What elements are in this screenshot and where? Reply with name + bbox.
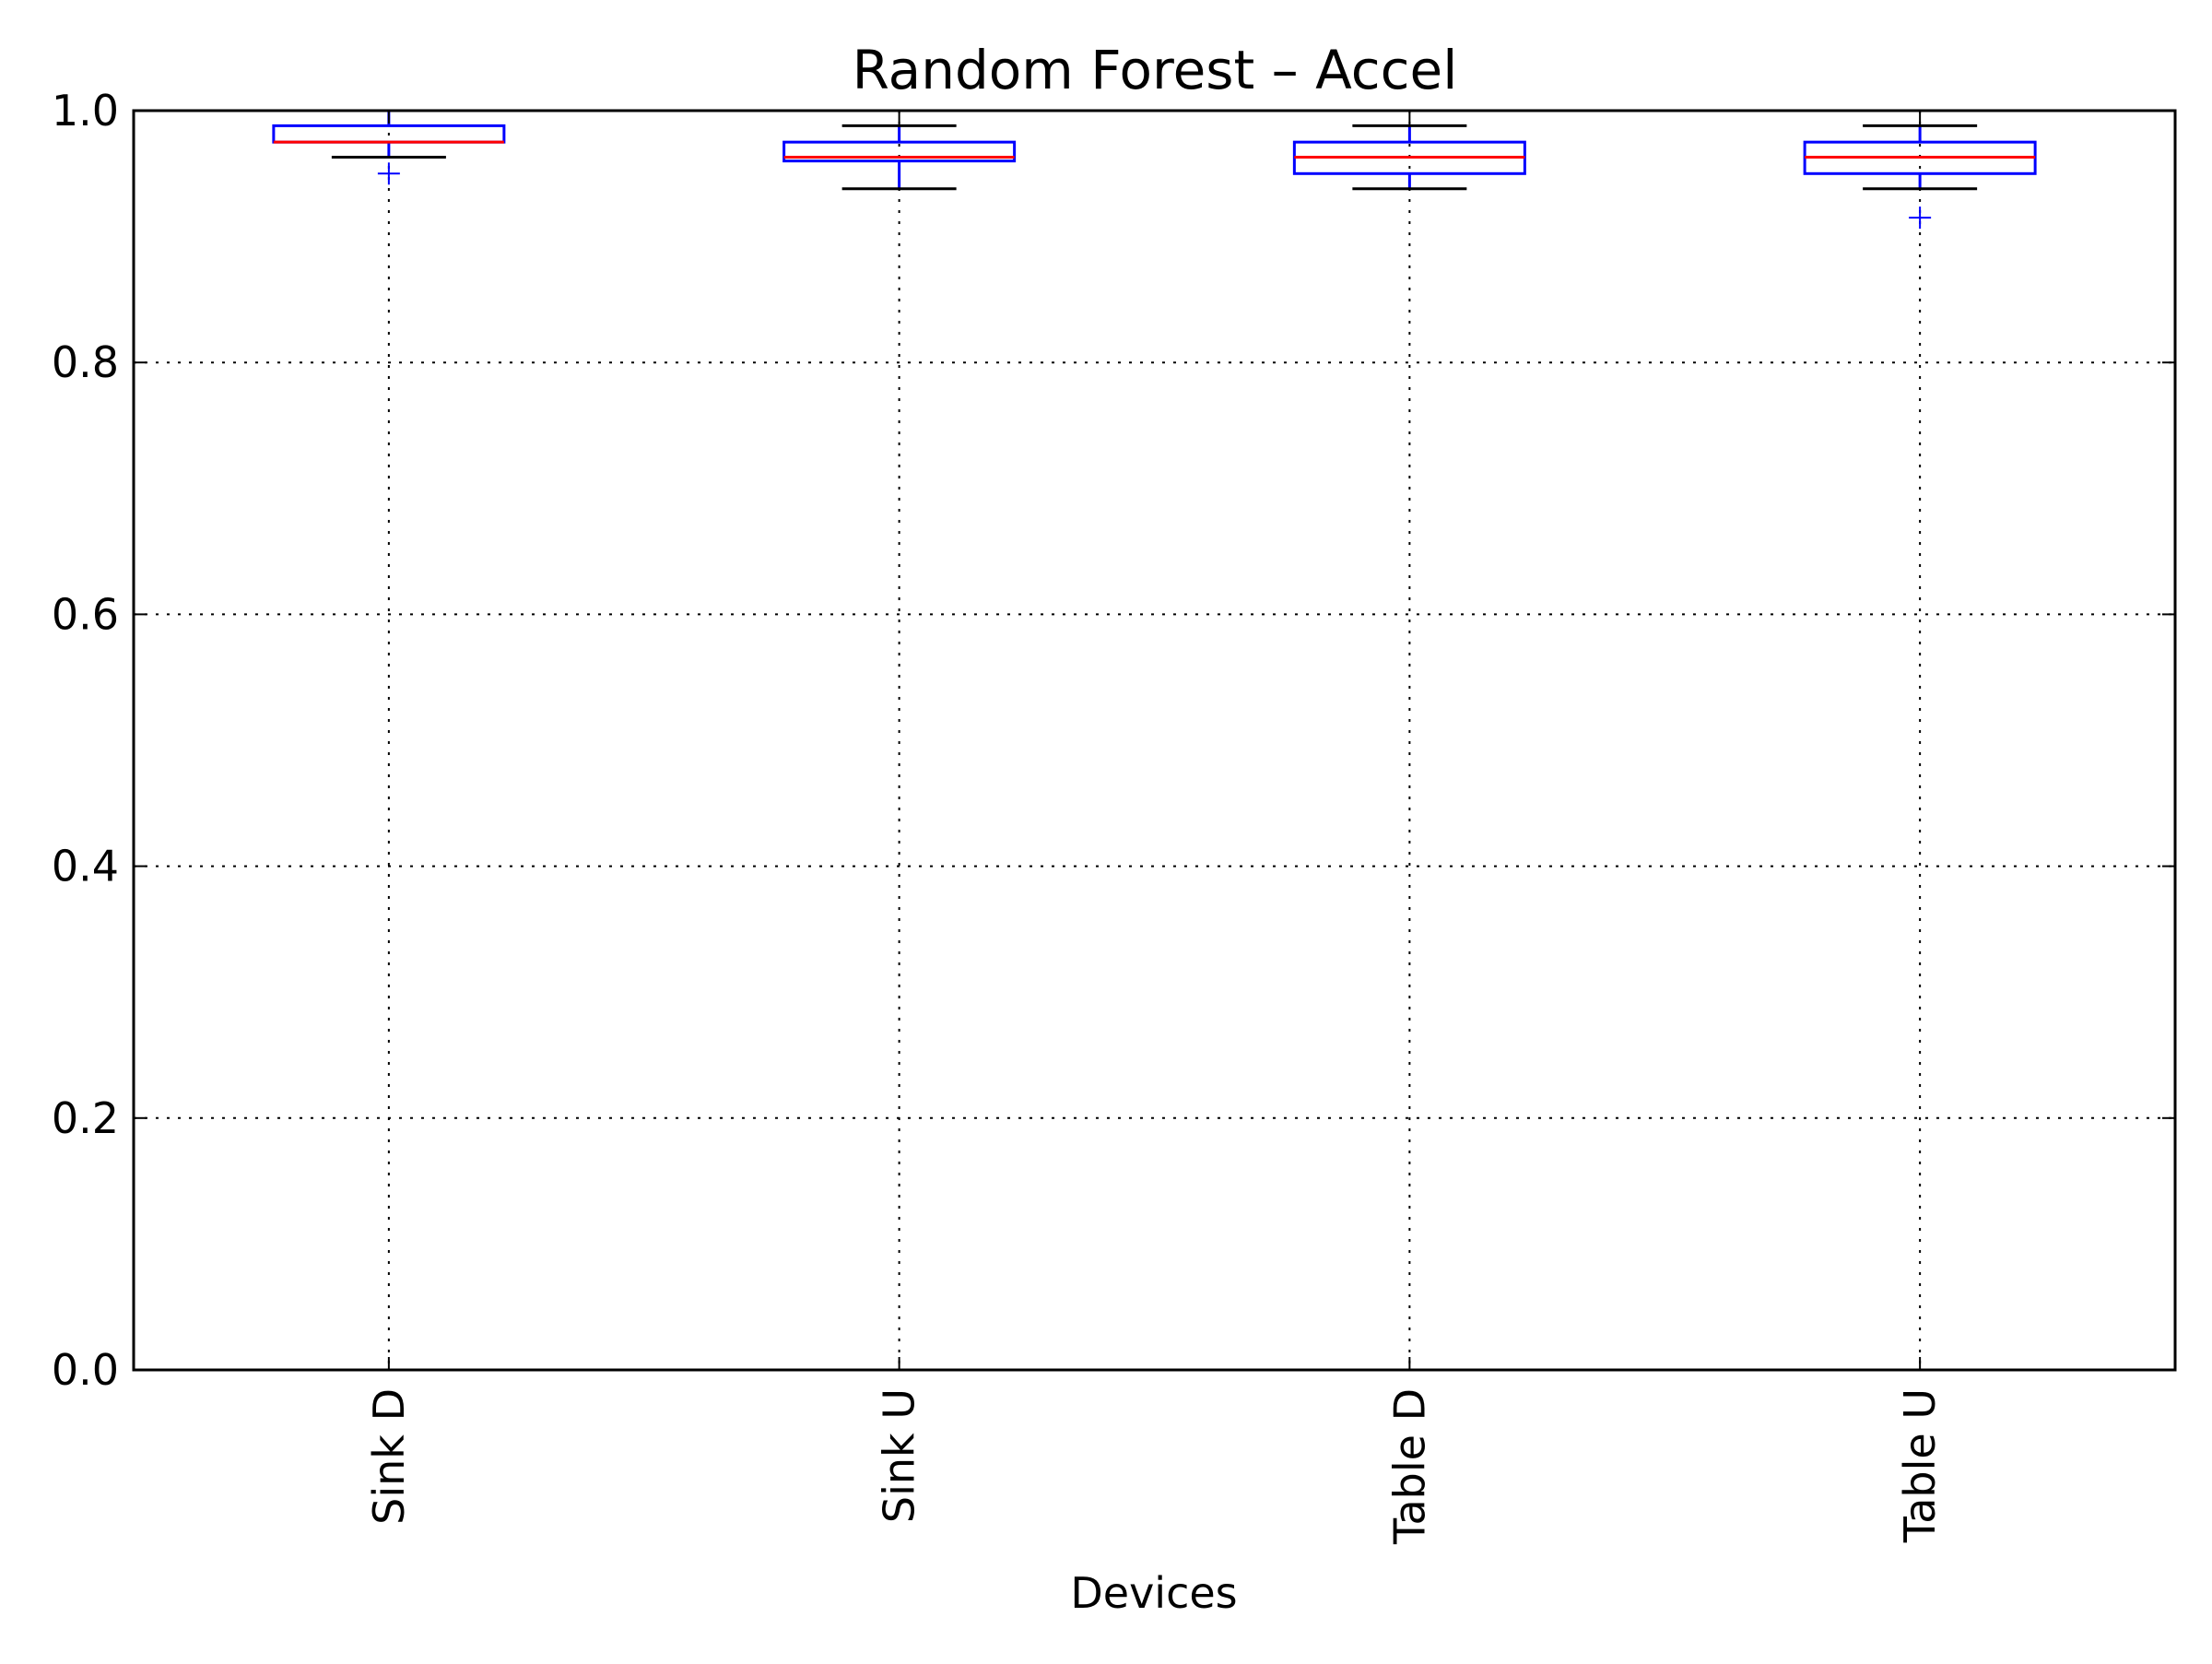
x-tick-label: Sink D (364, 1388, 414, 1525)
y-tick-label: 0.4 (52, 842, 119, 891)
tick-layer: 0.0 0.2 0.4 0.6 0.8 1.0 Sink D Sink U Table D Tab… (52, 86, 2175, 1545)
y-tick-label: 0.2 (52, 1093, 119, 1143)
x-axis-label: Devices (1070, 1568, 1237, 1618)
y-tick-label: 0.6 (52, 589, 119, 639)
outlier-marker (377, 162, 400, 185)
x-tick-label: Sink U (875, 1388, 924, 1523)
box-plot (1292, 124, 1526, 191)
grid-layer (134, 111, 2175, 1370)
y-tick-label: 0.0 (52, 1345, 119, 1395)
box-iqr (782, 140, 1017, 163)
y-tick-label: 1.0 (52, 86, 119, 136)
chart-title: Random Forest – Accel (853, 39, 1458, 101)
box-plot (1803, 124, 2037, 230)
x-tick-label: Table U (1895, 1388, 1945, 1543)
box-layer (272, 109, 2037, 230)
x-tick-label: Table D (1384, 1388, 1434, 1545)
outlier-marker (1909, 207, 1932, 230)
plot-frame (132, 109, 2177, 1372)
box-plot (782, 124, 1017, 191)
y-tick-label: 0.8 (52, 337, 119, 387)
